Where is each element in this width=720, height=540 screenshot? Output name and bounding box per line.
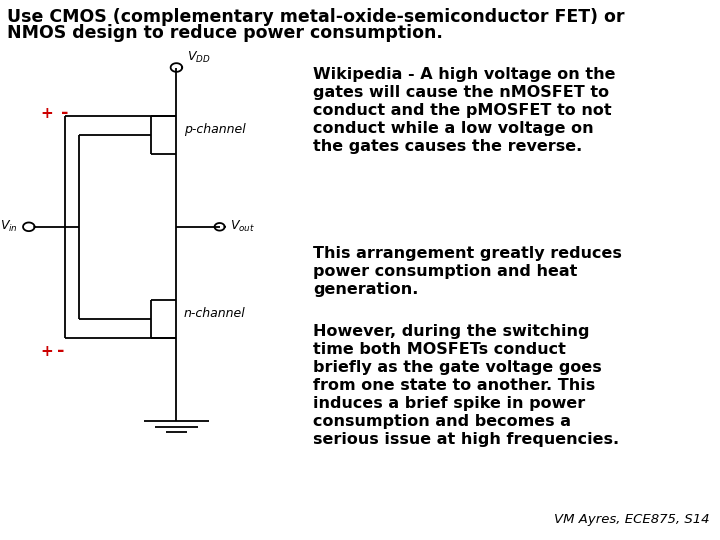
Text: $V_{in}$: $V_{in}$	[0, 219, 18, 234]
Text: This arrangement greatly reduces
power consumption and heat
generation.: This arrangement greatly reduces power c…	[313, 246, 622, 296]
Text: +: +	[40, 343, 53, 359]
Text: n-channel: n-channel	[184, 307, 246, 320]
Text: -: -	[58, 342, 65, 360]
Text: p-channel: p-channel	[184, 123, 246, 136]
Text: $V_{out}$: $V_{out}$	[230, 219, 256, 234]
Text: NMOS design to reduce power consumption.: NMOS design to reduce power consumption.	[7, 24, 443, 42]
Text: However, during the switching
time both MOSFETs conduct
briefly as the gate volt: However, during the switching time both …	[313, 324, 619, 447]
Text: Use CMOS (complementary metal-oxide-semiconductor FET) or: Use CMOS (complementary metal-oxide-semi…	[7, 8, 625, 26]
Text: Wikipedia - A high voltage on the
gates will cause the nMOSFET to
conduct and th: Wikipedia - A high voltage on the gates …	[313, 68, 616, 154]
Text: VM Ayres, ECE875, S14: VM Ayres, ECE875, S14	[554, 514, 709, 526]
Text: -: -	[61, 104, 68, 123]
Text: +: +	[40, 106, 53, 121]
Text: $V_{DD}$: $V_{DD}$	[187, 50, 211, 65]
